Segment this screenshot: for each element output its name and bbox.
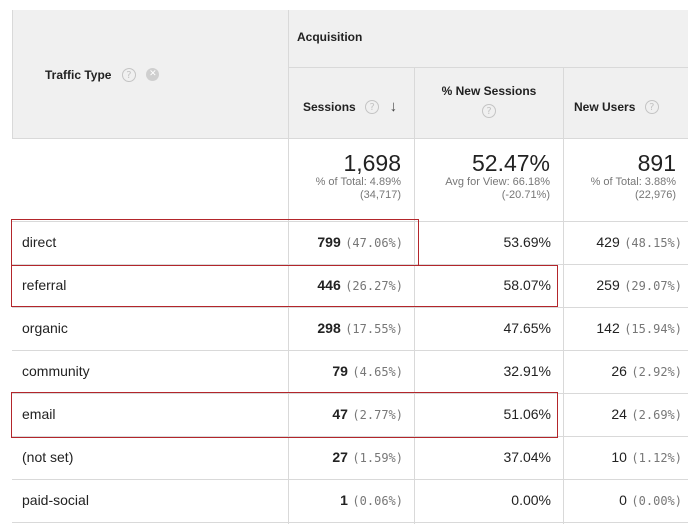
help-icon[interactable]: ? [121, 67, 136, 82]
traffic-type-link[interactable]: direct [22, 234, 57, 250]
new-users-header-label[interactable]: New Users [574, 100, 636, 114]
highlight-box-referral [11, 265, 558, 307]
new-sessions-cell: 0.00% [511, 492, 551, 508]
new-sessions-cell: 53.69% [503, 234, 551, 250]
new-sessions-header-label[interactable]: % New Sessions [441, 84, 537, 98]
table-row[interactable]: (not set) 27 (1.59%) 37.04% 10 (1.12%) [12, 436, 688, 479]
new-sessions-cell: 47.65% [503, 320, 551, 336]
help-icon[interactable]: ? [644, 99, 659, 114]
grid-line [12, 138, 688, 139]
grid-line [12, 10, 13, 138]
totals-sessions-value: 1,698 [343, 150, 401, 176]
totals-new-sessions-line1: Avg for View: 66.18% [445, 176, 550, 188]
totals-sessions-line2: (34,717) [360, 189, 401, 201]
traffic-type-link[interactable]: referral [22, 277, 67, 293]
totals-new-sessions: 52.47% Avg for View: 66.18% (-20.71%) [415, 150, 550, 202]
sessions-cell: 1 (0.06%) [340, 492, 403, 508]
table-row[interactable]: community 79 (4.65%) 32.91% 26 (2.92%) [12, 350, 688, 393]
dimension-header-label[interactable]: Traffic Type [45, 68, 112, 82]
totals-new-sessions-line2: (-20.71%) [501, 189, 550, 201]
new-users-cell: 10 (1.12%) [611, 449, 682, 465]
totals-new-users: 891 % of Total: 3.88% (22,976) [564, 150, 676, 202]
new-sessions-cell: 37.04% [503, 449, 551, 465]
sort-descending-icon[interactable]: ↓ [389, 98, 398, 116]
sessions-cell: 446 (26.27%) [317, 277, 403, 293]
help-icon[interactable]: ? [365, 99, 380, 114]
new-users-column-header[interactable]: New Users ? [564, 68, 688, 138]
new-users-cell: 26 (2.92%) [611, 363, 682, 379]
sessions-cell: 298 (17.55%) [317, 320, 403, 336]
table-row[interactable]: organic 298 (17.55%) 47.65% 142 (15.94%) [12, 307, 688, 350]
acquisition-group-header: Acquisition [297, 30, 363, 44]
grid-line [12, 436, 688, 437]
traffic-type-link[interactable]: (not set) [22, 449, 74, 465]
grid-line [12, 264, 688, 265]
dimension-header[interactable]: Traffic Type ? ✕ [12, 10, 288, 138]
totals-sessions: 1,698 % of Total: 4.89% (34,717) [289, 150, 401, 202]
grid-line [288, 67, 688, 68]
totals-new-sessions-value: 52.47% [471, 150, 550, 176]
new-users-cell: 142 (15.94%) [596, 320, 682, 336]
grid-line [12, 479, 688, 480]
highlight-box-email [11, 392, 558, 438]
new-users-cell: 259 (29.07%) [596, 277, 682, 293]
sessions-cell: 47 (2.77%) [332, 406, 403, 422]
traffic-type-link[interactable]: organic [22, 320, 68, 336]
grid-line [12, 221, 688, 222]
table-row[interactable]: paid-social 1 (0.06%) 0.00% 0 (0.00%) [12, 479, 688, 522]
new-sessions-cell: 51.06% [503, 406, 551, 422]
totals-new-users-line1: % of Total: 3.88% [590, 176, 676, 188]
totals-new-users-line2: (22,976) [635, 189, 676, 201]
grid-line [12, 393, 688, 394]
new-sessions-cell: 32.91% [503, 363, 551, 379]
remove-dimension-icon[interactable]: ✕ [146, 68, 160, 82]
new-sessions-column-header[interactable]: % New Sessions ? [415, 68, 563, 138]
sessions-column-header[interactable]: Sessions ? ↓ [289, 68, 414, 138]
grid-line [12, 522, 688, 523]
totals-new-users-value: 891 [637, 150, 676, 176]
new-users-cell: 24 (2.69%) [611, 406, 682, 422]
help-icon[interactable]: ? [482, 103, 496, 118]
sessions-cell: 27 (1.59%) [332, 449, 403, 465]
traffic-type-link[interactable]: community [22, 363, 90, 379]
table-row[interactable]: email 47 (2.77%) 51.06% 24 (2.69%) [12, 393, 688, 436]
new-users-cell: 429 (48.15%) [596, 234, 682, 250]
highlight-box-direct [11, 219, 419, 266]
grid-line [414, 68, 415, 524]
grid-line [12, 350, 688, 351]
grid-line [12, 307, 688, 308]
traffic-type-link[interactable]: email [22, 406, 56, 422]
sessions-cell: 79 (4.65%) [332, 363, 403, 379]
sessions-header-label[interactable]: Sessions [303, 100, 356, 114]
table-row[interactable]: direct 799 (47.06%) 53.69% 429 (48.15%) [12, 221, 688, 264]
traffic-type-link[interactable]: paid-social [22, 492, 89, 508]
sessions-cell: 799 (47.06%) [317, 234, 403, 250]
totals-sessions-line1: % of Total: 4.89% [315, 176, 401, 188]
grid-line [288, 10, 289, 524]
grid-line [563, 68, 564, 524]
table-row[interactable]: referral 446 (26.27%) 58.07% 259 (29.07%… [12, 264, 688, 307]
new-sessions-cell: 58.07% [503, 277, 551, 293]
new-users-cell: 0 (0.00%) [619, 492, 682, 508]
